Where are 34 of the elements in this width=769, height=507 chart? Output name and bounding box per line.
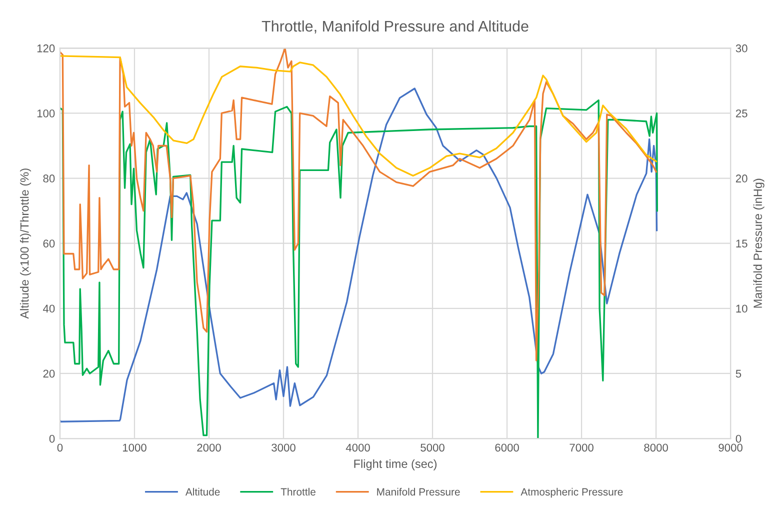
x-tick-label: 3000 — [272, 444, 296, 452]
y-tick-label: 0 — [49, 434, 55, 443]
legend-label: Manifold Pressure — [377, 488, 460, 496]
x-axis-title: Flight time (sec) — [354, 459, 437, 470]
legend-label: Atmospheric Pressure — [520, 488, 623, 498]
y-tick-label: 100 — [37, 109, 55, 118]
y-tick-label: 120 — [37, 44, 55, 52]
y-tick-label: 20 — [43, 370, 55, 378]
x-tick-label: 1000 — [122, 444, 146, 452]
y2-tick-label: 25 — [736, 109, 748, 118]
x-tick-label: 7000 — [570, 444, 594, 452]
y2-tick-label: 10 — [736, 304, 748, 313]
y-tick-label: 80 — [43, 174, 55, 182]
x-tick-label: 5000 — [420, 444, 444, 452]
line-series — [60, 55, 658, 177]
y-tick-label: 40 — [43, 304, 55, 313]
y2-axis-title: Manifold Pressure (inHg) — [753, 178, 764, 308]
x-tick-label: 6000 — [495, 444, 519, 452]
y-axis-title: Altitude (x100 ft)/Throttle (%) — [20, 168, 32, 319]
x-tick-label: 2000 — [197, 444, 221, 452]
y2-tick-label: 20 — [736, 174, 748, 182]
legend-label: Throttle — [280, 488, 316, 496]
y2-tick-label: 15 — [736, 240, 748, 248]
x-tick-label: 9000 — [718, 444, 742, 452]
x-tick-label: 8000 — [644, 444, 668, 452]
y2-tick-label: 30 — [736, 44, 748, 52]
y2-tick-label: 0 — [736, 434, 742, 443]
legend-label: Altitude — [185, 488, 220, 496]
x-tick-label: 0 — [57, 444, 63, 452]
y2-tick-label: 5 — [736, 370, 742, 378]
line-series — [60, 48, 658, 362]
x-tick-label: 4000 — [346, 444, 370, 452]
chart-title: Throttle, Manifold Pressure and Altitude — [262, 20, 528, 34]
y-tick-label: 60 — [43, 240, 55, 248]
